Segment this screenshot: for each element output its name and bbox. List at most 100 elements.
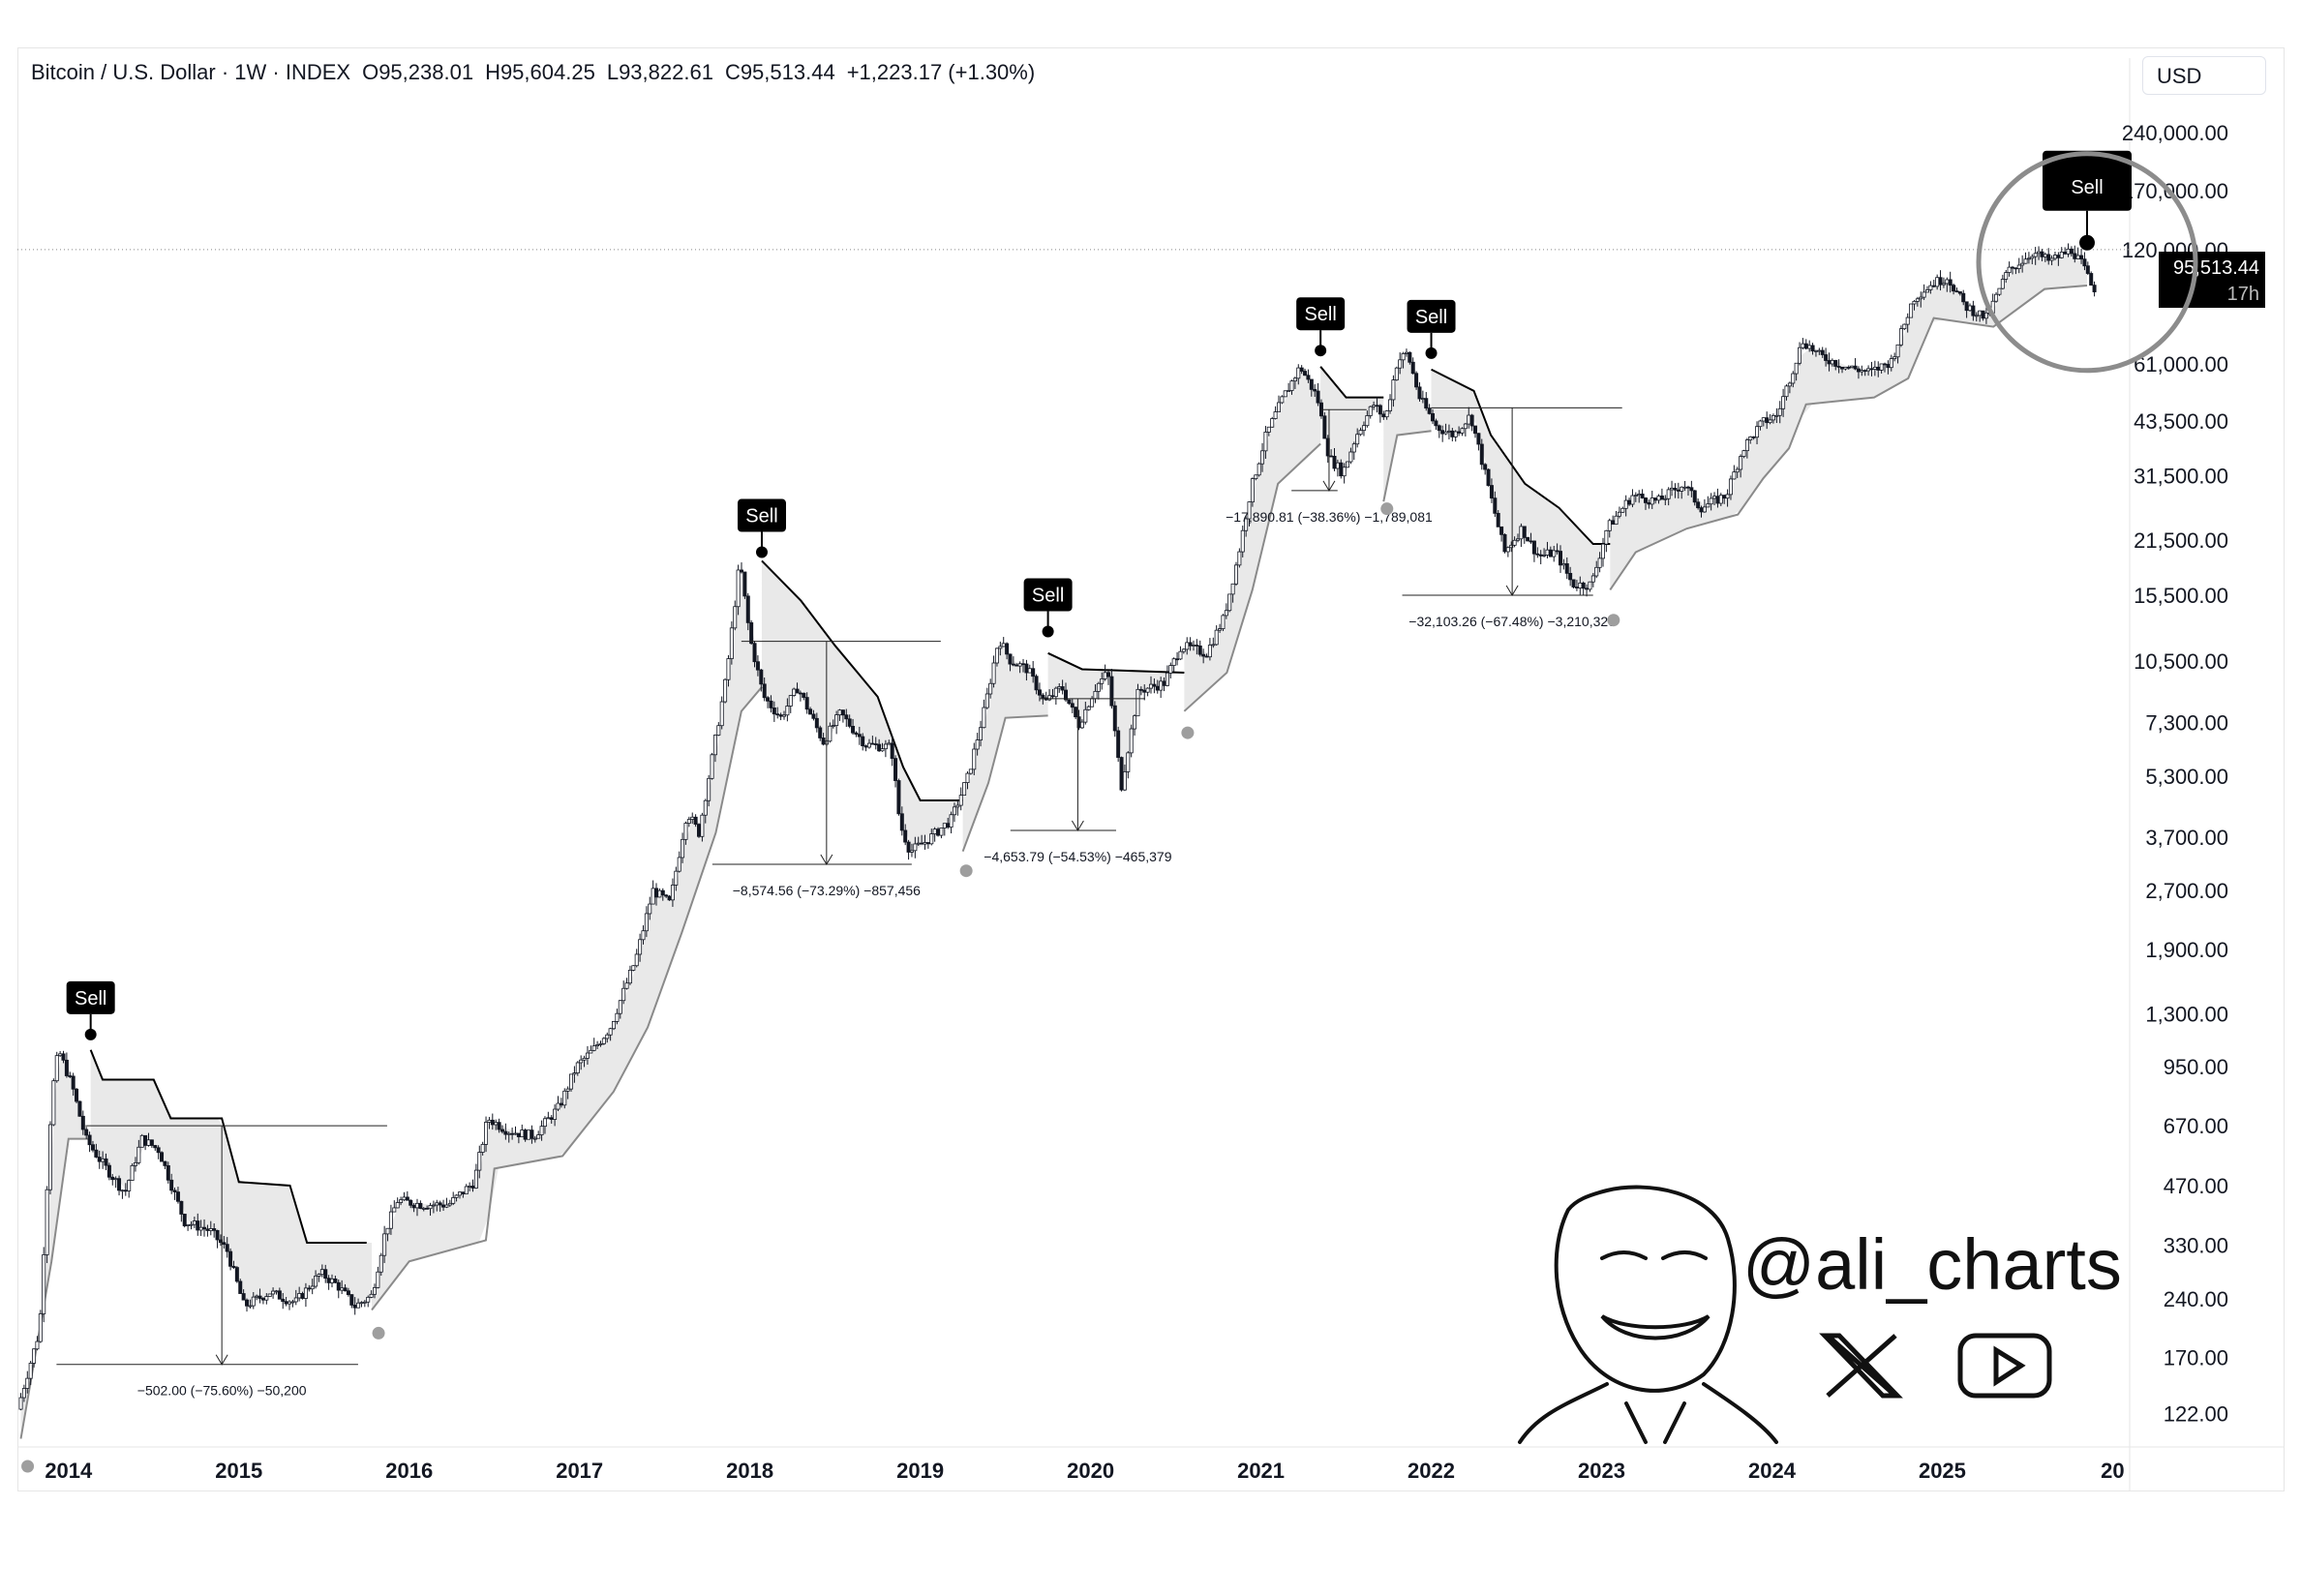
- sell-signal-badge: [1296, 297, 1346, 331]
- candle-body: [487, 1119, 492, 1123]
- candle-body: [281, 1298, 286, 1303]
- stop-band: [90, 1049, 373, 1307]
- candle-body: [225, 1244, 229, 1252]
- candle-body: [569, 1073, 574, 1090]
- candle-body: [1473, 425, 1478, 435]
- candle-body: [648, 903, 652, 915]
- candle-body: [1263, 432, 1268, 452]
- x-tick-label: 2017: [556, 1459, 603, 1483]
- candle-body: [670, 885, 675, 901]
- candle-body: [998, 646, 1003, 649]
- candle-body: [1512, 539, 1517, 546]
- candle-body: [435, 1202, 439, 1206]
- candle-body: [664, 894, 669, 897]
- candle-body: [598, 1042, 603, 1045]
- sell-signal-badge: [1407, 299, 1456, 333]
- drawdown-measure: −17,890.81 (−38.36%) −1,789,081: [1226, 408, 1433, 525]
- candle-body: [421, 1207, 426, 1210]
- candle-body: [153, 1145, 158, 1149]
- candle-body: [1394, 367, 1399, 380]
- candle-body: [1656, 496, 1661, 501]
- candle-body: [284, 1301, 288, 1305]
- sell-signal-dot: [1425, 346, 1438, 359]
- candle-body: [572, 1072, 577, 1075]
- candle-body: [595, 1044, 600, 1047]
- candle-body: [1074, 707, 1078, 718]
- candle-body: [1912, 300, 1917, 305]
- candle-body: [1945, 279, 1950, 285]
- candle-body: [929, 833, 934, 845]
- candle-body: [615, 1012, 620, 1022]
- candle-body: [559, 1102, 563, 1106]
- candle-body: [409, 1199, 413, 1206]
- candle-body: [1273, 411, 1278, 419]
- candle-body: [1620, 507, 1625, 513]
- candle-body: [601, 1038, 606, 1044]
- candle-body: [1886, 364, 1891, 369]
- candle-body: [385, 1227, 390, 1235]
- candle-body: [1748, 436, 1753, 440]
- candle-body: [523, 1129, 528, 1140]
- candle-body: [962, 782, 967, 797]
- candle-body: [477, 1152, 482, 1171]
- candle-body: [621, 987, 626, 1002]
- candle-body: [139, 1134, 144, 1148]
- candle-body: [1008, 653, 1013, 665]
- candle-body: [1453, 431, 1458, 437]
- candle-body: [323, 1269, 328, 1280]
- sell-signal-dot: [84, 1028, 97, 1040]
- x-tick-label: 2020: [1067, 1459, 1114, 1483]
- candle-body: [1840, 366, 1845, 370]
- candle-body: [1011, 663, 1015, 666]
- candle-body: [972, 748, 977, 770]
- candle-body: [1348, 451, 1353, 463]
- candle-body: [1060, 686, 1065, 691]
- candle-body: [2056, 255, 2061, 258]
- currency-button[interactable]: USD: [2142, 56, 2266, 95]
- portrait-smile: [1600, 1314, 1711, 1340]
- candle-body: [1568, 572, 1573, 581]
- candle-body: [202, 1226, 207, 1230]
- candle-body: [1892, 356, 1897, 360]
- candle-body: [1519, 526, 1524, 540]
- candle-body: [1739, 456, 1743, 470]
- candle-body: [1735, 468, 1740, 473]
- candle-body: [1784, 385, 1789, 398]
- candle-body: [1493, 497, 1498, 514]
- candle-body: [562, 1090, 567, 1106]
- candle-body: [716, 725, 721, 736]
- sell-signal: Sell: [737, 498, 786, 558]
- candle-body: [1538, 554, 1543, 557]
- x-tick-label: 20: [2101, 1459, 2124, 1483]
- candle-body: [890, 742, 894, 760]
- candle-body: [106, 1164, 111, 1178]
- candle-body: [68, 1075, 73, 1077]
- candle-body: [75, 1088, 79, 1102]
- candle-body: [260, 1298, 265, 1301]
- candle-body: [1905, 316, 1910, 325]
- candle-body: [792, 688, 797, 696]
- candle-body: [418, 1202, 423, 1209]
- candle-body: [104, 1158, 108, 1166]
- drawdown-arrowhead: [1071, 820, 1084, 831]
- candle-body: [1564, 563, 1569, 574]
- candle-body: [2073, 253, 2077, 259]
- candle-body: [1171, 658, 1176, 666]
- candle-body: [405, 1196, 409, 1201]
- candle-body: [1555, 550, 1559, 553]
- sell-signal-label: Sell: [1032, 586, 1064, 607]
- candle-body: [222, 1242, 227, 1246]
- candle-body: [1941, 283, 1946, 286]
- candle-body: [1909, 303, 1914, 318]
- candle-body: [441, 1204, 446, 1208]
- candle-body: [759, 669, 764, 685]
- trailing-stop-line: [1319, 366, 1384, 399]
- candle-body: [1978, 310, 1983, 316]
- candle-body: [506, 1132, 511, 1135]
- candle-body: [1404, 351, 1408, 354]
- candle-body: [1224, 610, 1228, 617]
- candle-body: [527, 1129, 531, 1140]
- candle-body: [1604, 529, 1609, 545]
- candle-body: [411, 1204, 416, 1209]
